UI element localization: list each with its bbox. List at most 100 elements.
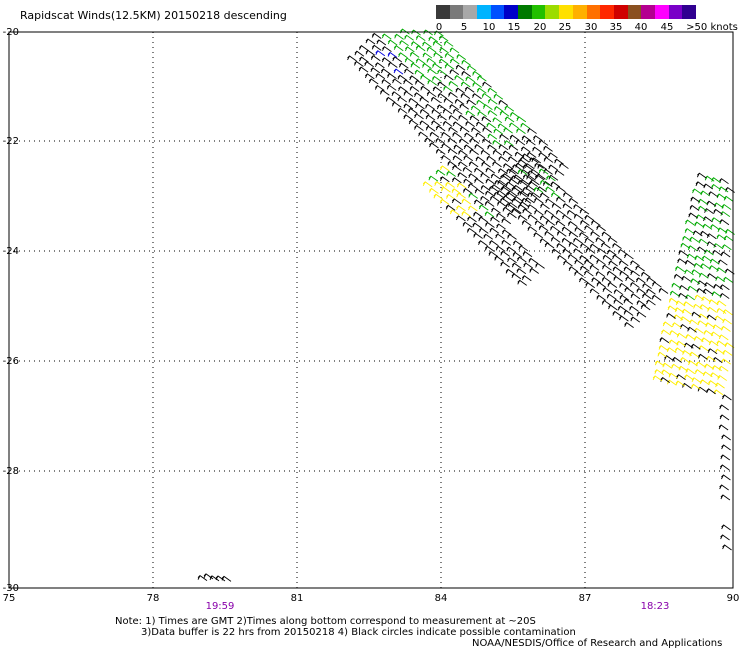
wind-barb bbox=[698, 198, 708, 205]
wind-barb bbox=[528, 257, 539, 264]
wind-barb bbox=[476, 87, 487, 94]
wind-barb bbox=[385, 96, 396, 103]
wind-barb bbox=[485, 167, 496, 174]
wind-barb bbox=[478, 227, 489, 234]
wind-barb bbox=[522, 186, 533, 193]
wind-barb bbox=[507, 257, 517, 264]
wind-barb bbox=[562, 192, 573, 199]
wind-barb bbox=[480, 184, 491, 191]
wind-barb bbox=[480, 172, 490, 179]
wind-barb bbox=[662, 362, 673, 369]
wind-barb bbox=[358, 66, 369, 73]
wind-barb bbox=[688, 212, 698, 219]
wind-barb bbox=[697, 320, 708, 327]
wind-barb bbox=[533, 197, 544, 204]
wind-barb bbox=[517, 159, 528, 165]
wind-barb bbox=[669, 330, 680, 337]
wind-barb bbox=[382, 46, 392, 53]
wind-barb bbox=[439, 47, 449, 54]
wind-barb bbox=[573, 204, 583, 211]
wind-barb bbox=[675, 380, 686, 387]
legend-swatch bbox=[449, 5, 464, 19]
wind-barb bbox=[699, 379, 710, 386]
wind-barb bbox=[492, 117, 503, 124]
wind-barb bbox=[424, 137, 435, 144]
wind-barb bbox=[507, 212, 517, 219]
map-frame bbox=[8, 31, 734, 589]
wind-barb bbox=[584, 225, 594, 232]
wind-barb bbox=[442, 120, 453, 127]
wind-barb bbox=[538, 168, 549, 175]
longitude-tick-label: 81 bbox=[291, 593, 304, 604]
wind-barb bbox=[452, 108, 463, 115]
wind-barb bbox=[512, 240, 523, 247]
wind-barb bbox=[574, 270, 584, 277]
wind-barb bbox=[409, 75, 419, 82]
wind-barb bbox=[445, 181, 455, 188]
wind-barb bbox=[630, 293, 641, 300]
wind-barb bbox=[492, 149, 503, 156]
wind-barb bbox=[684, 259, 695, 266]
note-line-2: 3)Data buffer is 22 hrs from 20150218 4)… bbox=[141, 627, 576, 638]
wind-barb bbox=[434, 181, 444, 188]
wind-barb bbox=[722, 349, 733, 356]
wind-barb bbox=[529, 157, 539, 164]
wind-barb bbox=[680, 357, 690, 364]
wind-barb bbox=[410, 62, 421, 69]
wind-barb bbox=[695, 361, 706, 368]
wind-barb bbox=[696, 288, 707, 294]
wind-barb bbox=[468, 173, 478, 180]
wind-barb bbox=[490, 216, 500, 223]
wind-barb bbox=[590, 231, 600, 237]
wind-barb bbox=[375, 50, 386, 57]
wind-barb bbox=[597, 248, 607, 255]
time-labels: 19:59 18:23 bbox=[206, 601, 670, 612]
wind-barb bbox=[492, 161, 502, 168]
wind-barb bbox=[527, 214, 538, 221]
wind-barb bbox=[720, 251, 731, 258]
wind-barb bbox=[600, 242, 611, 249]
wind-barb bbox=[474, 178, 484, 185]
wind-barb bbox=[562, 248, 573, 255]
wind-barb bbox=[442, 108, 453, 115]
wind-barb bbox=[515, 139, 526, 146]
legend-label: >50 knots bbox=[686, 22, 738, 33]
wind-barb bbox=[630, 260, 640, 267]
wind-barb bbox=[689, 319, 699, 326]
wind-barb bbox=[467, 183, 478, 190]
wind-barb bbox=[544, 242, 555, 249]
wind-barb bbox=[623, 266, 634, 273]
wind-barb bbox=[387, 73, 397, 80]
wind-barb bbox=[435, 125, 446, 132]
wind-barb bbox=[464, 86, 475, 93]
wind-barb bbox=[465, 110, 476, 117]
wind-barb bbox=[374, 84, 385, 91]
wind-barb bbox=[694, 255, 705, 262]
wind-barb bbox=[612, 266, 623, 273]
wind-barb bbox=[418, 131, 428, 138]
wind-speed-legend: 0 5 10 15 20 25 30 35 40 45 >50 knots bbox=[436, 5, 740, 35]
wind-barb bbox=[717, 259, 728, 266]
wind-barb bbox=[613, 299, 624, 305]
wind-barb bbox=[668, 339, 679, 346]
legend-swatch bbox=[504, 5, 519, 19]
wind-barb bbox=[456, 205, 466, 212]
wind-barb bbox=[601, 299, 612, 306]
wind-barb bbox=[543, 145, 553, 152]
wind-barb bbox=[409, 51, 420, 58]
wind-barb bbox=[469, 137, 480, 144]
wind-barb bbox=[556, 230, 567, 237]
wind-barb bbox=[517, 204, 528, 210]
wind-barb bbox=[696, 214, 706, 221]
wind-barb bbox=[673, 314, 684, 321]
wind-barb bbox=[538, 225, 549, 232]
wind-barb bbox=[725, 228, 735, 235]
wind-barb bbox=[528, 181, 538, 188]
wind-barb bbox=[534, 162, 544, 169]
wind-barb bbox=[503, 163, 513, 170]
wind-barb bbox=[517, 169, 528, 176]
wind-barb bbox=[439, 176, 450, 183]
wind-barb bbox=[431, 108, 442, 115]
wind-barb bbox=[426, 46, 437, 53]
wind-barb bbox=[368, 78, 379, 85]
